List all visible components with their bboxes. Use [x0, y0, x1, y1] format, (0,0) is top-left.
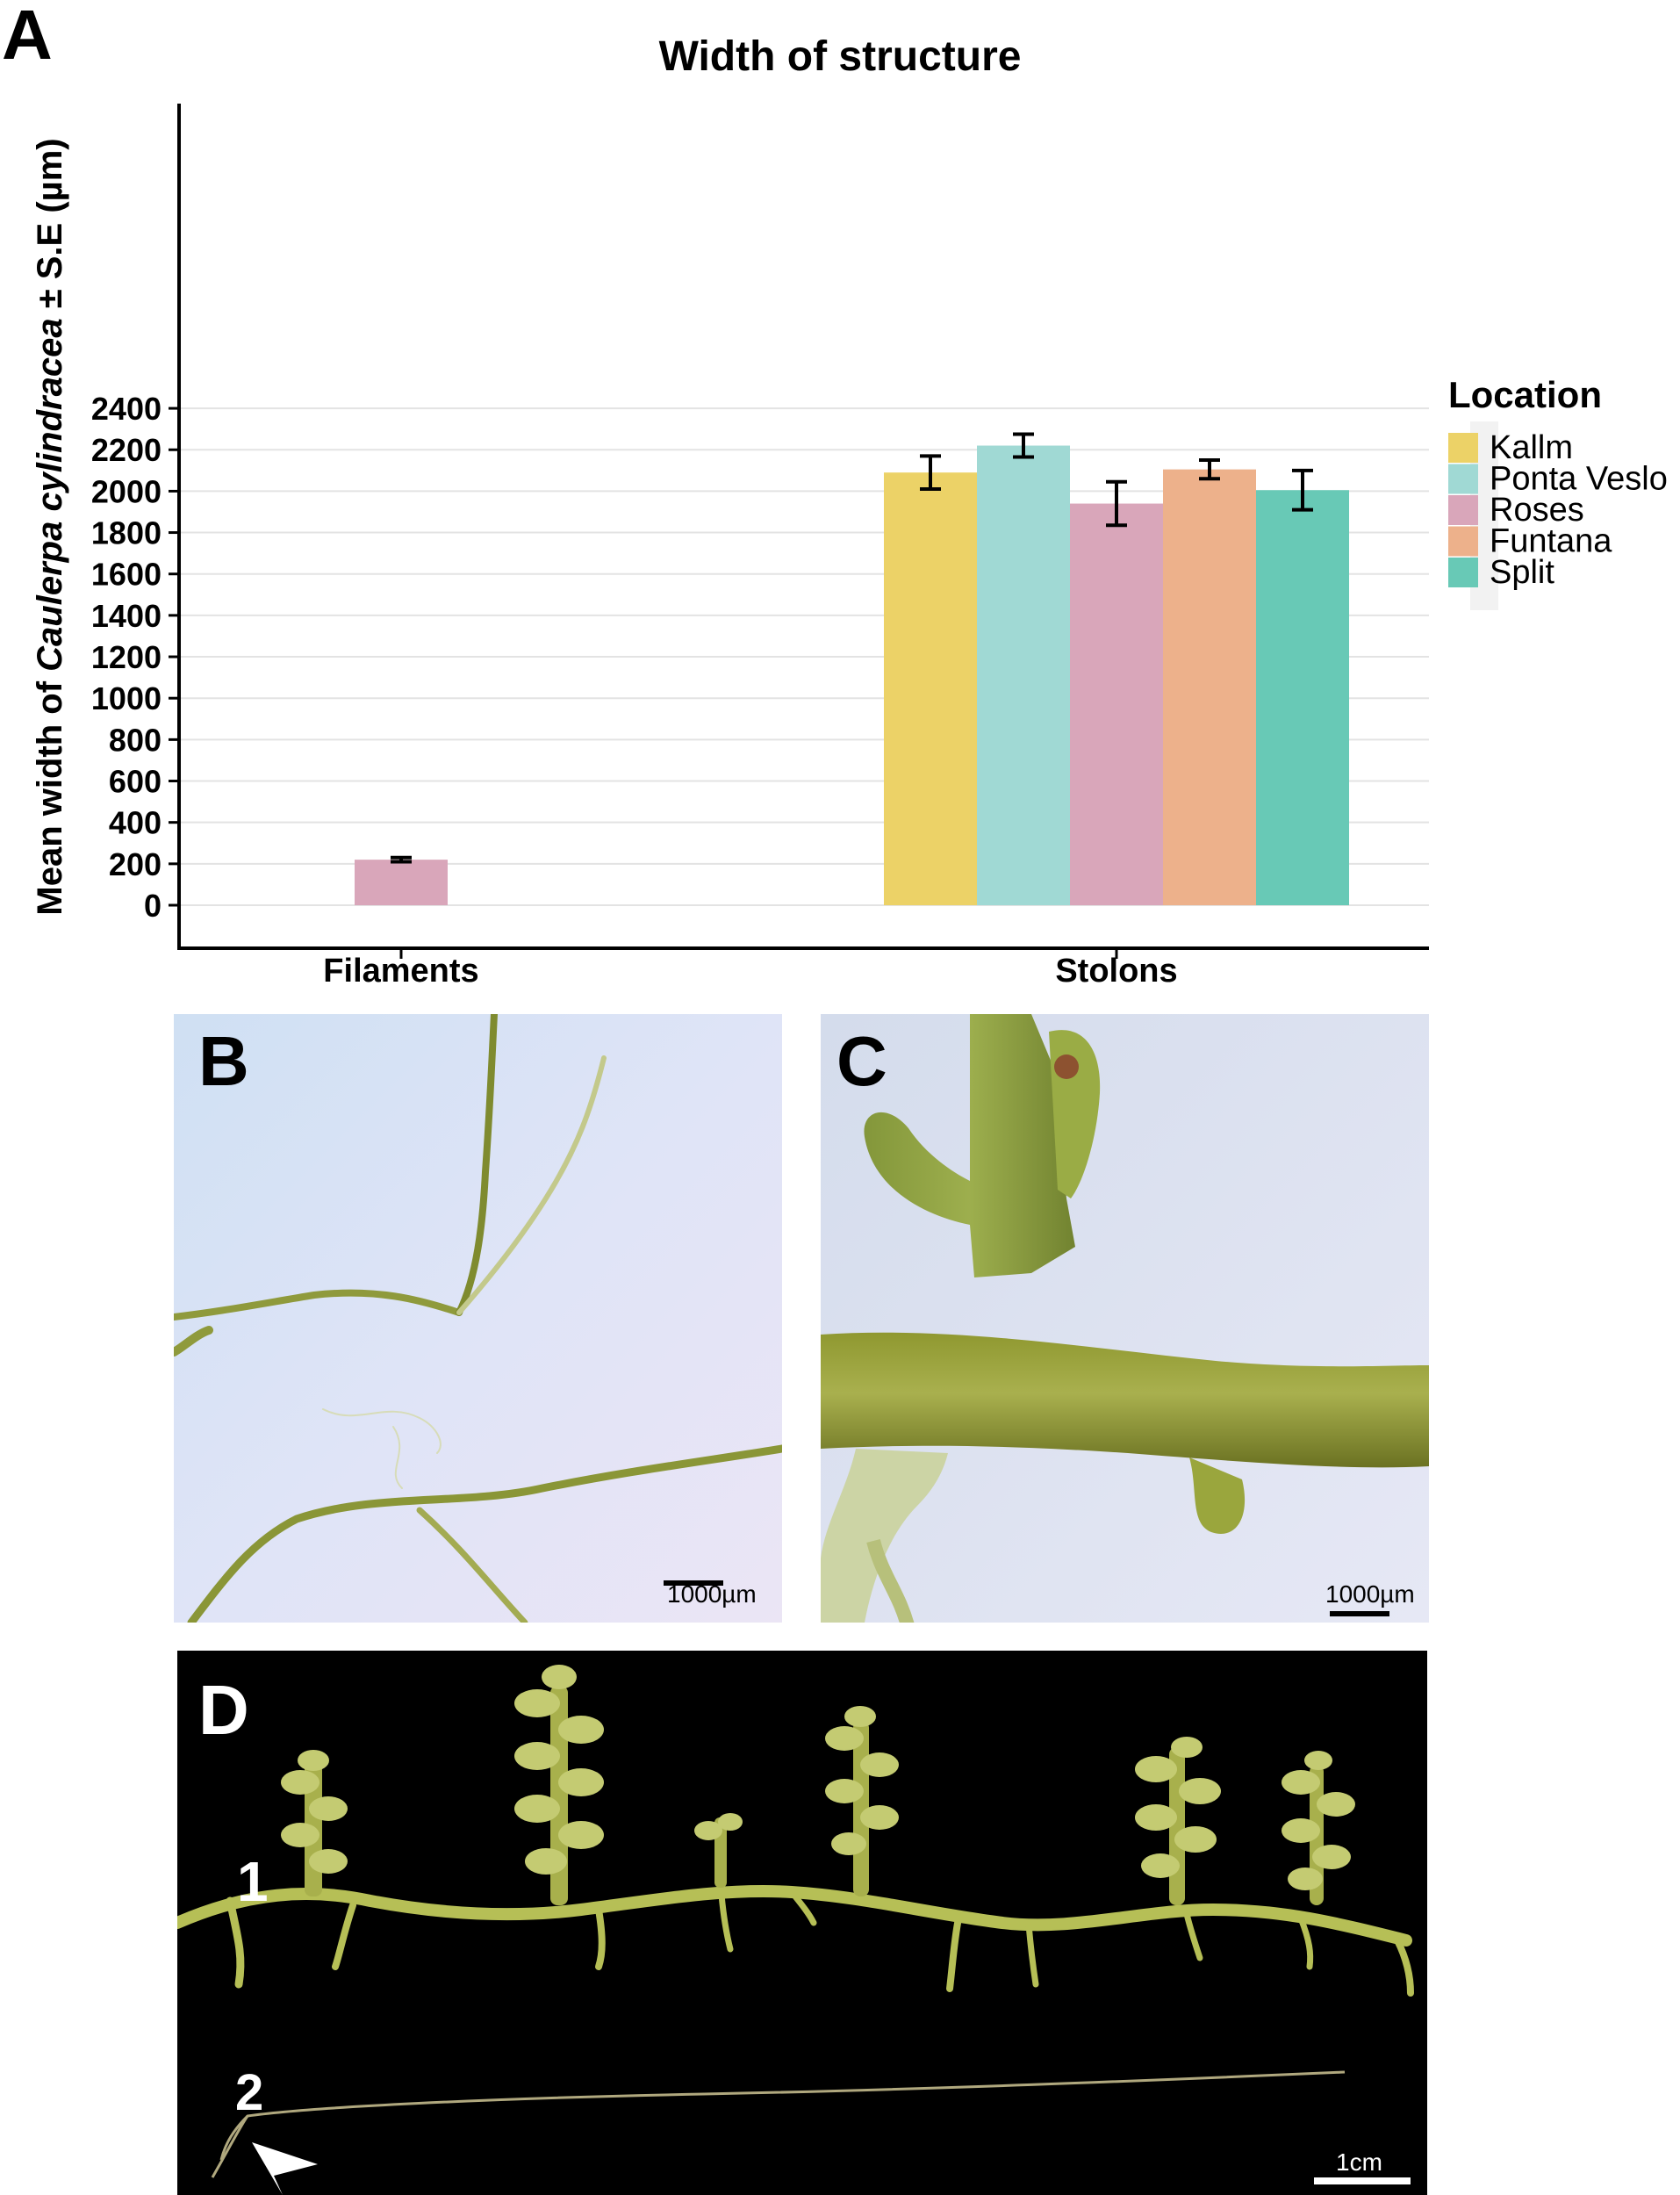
chart-title: Width of structure [659, 33, 1022, 80]
legend-title: Location [1448, 374, 1602, 415]
y-tick-label: 400 [109, 805, 162, 841]
error-bar [1199, 458, 1220, 481]
y-axis-label: Mean width of Caulerpa cylindracea ± S.E… [31, 138, 69, 915]
bar-kallm-stolons [884, 472, 977, 905]
y-axis-ticks: 0 200 400 600 800 1000 1200 1400 1600 1800 2000 220… [91, 391, 179, 924]
panel-label-b: B [198, 1022, 249, 1100]
bar-roses-filaments [355, 860, 448, 905]
y-tick-label: 1600 [91, 557, 162, 593]
legend-label: Split [1490, 554, 1554, 591]
panel-label-a: A [2, 0, 53, 74]
panel-label-c: C [836, 1022, 887, 1100]
y-tick-label: 200 [109, 846, 162, 882]
legend-label: Ponta Veslo [1490, 461, 1668, 498]
error-bar [1292, 468, 1313, 512]
bar-funtana-stolons [1163, 469, 1256, 905]
y-tick-label: 0 [144, 888, 162, 924]
y-tick-label: 1400 [91, 598, 162, 634]
legend-label: Funtana [1490, 523, 1612, 560]
photo-panel-d: D 1 2 1cm [177, 1651, 1427, 2195]
y-tick-label: 1200 [91, 639, 162, 675]
y-tick-label: 600 [109, 764, 162, 800]
photo-panel-b: B 1000µm [174, 1014, 782, 1623]
x-tick-label: Stolons [1055, 953, 1177, 990]
x-tick-label: Filaments [323, 953, 478, 990]
legend-label: Roses [1490, 492, 1584, 529]
specimen-label-2: 2 [235, 2064, 264, 2121]
error-bar [1106, 479, 1127, 528]
legend-swatch [1448, 526, 1478, 557]
x-axis-ticks: Filaments Stolons [323, 948, 1178, 990]
scale-bar-label-d: 1cm [1336, 2148, 1382, 2176]
panel-label-d: D [198, 1671, 249, 1749]
error-bar [920, 454, 941, 492]
legend-swatch [1448, 433, 1478, 463]
y-tick-label: 1000 [91, 680, 162, 716]
legend-label: Kallm [1490, 429, 1573, 466]
error-bars-group [391, 432, 1313, 864]
y-tick-label: 2400 [91, 391, 162, 427]
error-bar [391, 855, 412, 864]
bar-roses-stolons [1070, 503, 1163, 905]
legend-swatch [1448, 558, 1478, 587]
y-tick-label: 2000 [91, 473, 162, 509]
y-tick-label: 2200 [91, 432, 162, 468]
photo-panel-c: C 1000µm [821, 1014, 1429, 1623]
y-tick-label: 1800 [91, 515, 162, 551]
bar-chart: Width of structure 0 200 400 600 800 1000 1200… [31, 33, 1668, 990]
bar-ponta-veslo-stolons [977, 445, 1070, 905]
error-bar [1013, 432, 1034, 459]
scale-bar-label-c: 1000µm [1325, 1580, 1415, 1608]
legend-swatch [1448, 464, 1478, 494]
legend-swatch [1448, 495, 1478, 525]
y-tick-label: 800 [109, 722, 162, 758]
bar-split-stolons [1256, 490, 1349, 905]
specimen-label-1: 1 [237, 1850, 269, 1913]
bars-group [355, 445, 1349, 905]
scale-bar-label-b: 1000µm [667, 1580, 757, 1608]
